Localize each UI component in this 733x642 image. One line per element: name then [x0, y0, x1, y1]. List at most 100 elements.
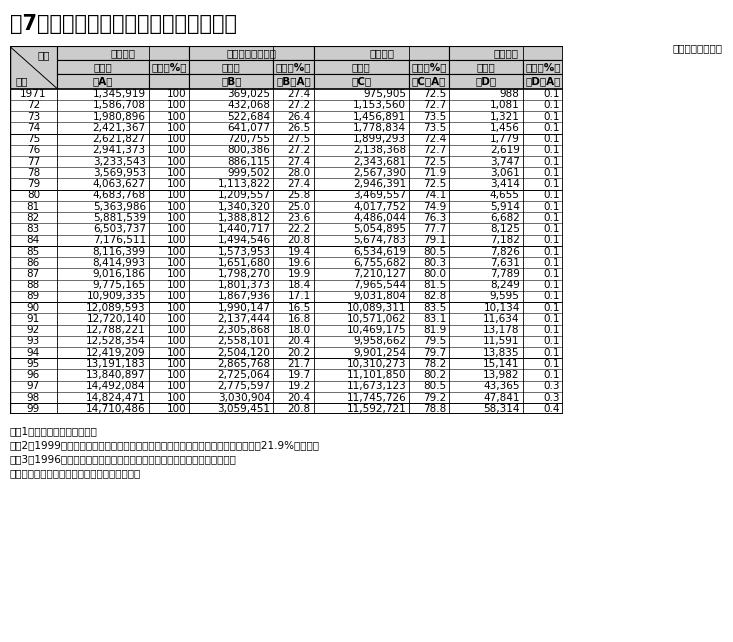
Text: 22.2: 22.2 [287, 224, 311, 234]
Text: 0.1: 0.1 [543, 247, 560, 257]
Text: 98: 98 [26, 392, 40, 403]
Text: 73.5: 73.5 [423, 112, 446, 122]
Text: 100: 100 [166, 224, 186, 234]
Bar [10, 280, 563, 291]
Bar [10, 201, 563, 212]
Text: （D／A）: （D／A） [525, 76, 561, 87]
Bar [314, 46, 449, 60]
Bar [273, 60, 314, 74]
Text: 23.6: 23.6 [287, 213, 311, 223]
Text: 1,651,680: 1,651,680 [218, 257, 270, 268]
Bar [10, 46, 563, 89]
Text: 999,502: 999,502 [227, 168, 270, 178]
Bar [449, 74, 523, 89]
Bar [10, 291, 563, 302]
Bar [314, 60, 409, 74]
Text: 28.0: 28.0 [287, 168, 311, 178]
Text: 5,674,783: 5,674,783 [353, 235, 406, 245]
Text: （A）: （A） [93, 76, 113, 87]
Bar [57, 60, 149, 74]
Text: 1,388,812: 1,388,812 [218, 213, 270, 223]
Text: 76: 76 [26, 145, 40, 155]
Text: 81.9: 81.9 [423, 325, 446, 335]
Text: 6,534,619: 6,534,619 [353, 247, 406, 257]
Text: 83.1: 83.1 [423, 314, 446, 324]
Text: 1,779: 1,779 [490, 134, 520, 144]
Text: 14,824,471: 14,824,471 [86, 392, 146, 403]
Bar [10, 246, 563, 257]
Bar [523, 74, 563, 89]
Text: 18.4: 18.4 [287, 280, 311, 290]
Text: 1,798,270: 1,798,270 [218, 269, 270, 279]
Text: 27.5: 27.5 [287, 134, 311, 144]
Text: 国・地方公共団体: 国・地方公共団体 [226, 48, 276, 58]
Text: 19.7: 19.7 [287, 370, 311, 380]
Text: 100: 100 [166, 347, 186, 358]
Bar [10, 347, 563, 358]
Text: 12,089,593: 12,089,593 [86, 302, 146, 313]
Text: 79.2: 79.2 [423, 392, 446, 403]
Text: 13,840,897: 13,840,897 [86, 370, 146, 380]
Text: 0.1: 0.1 [543, 89, 560, 100]
Text: 100: 100 [166, 314, 186, 324]
Text: 7,789: 7,789 [490, 269, 520, 279]
Bar [409, 74, 449, 89]
Bar [10, 302, 563, 313]
Bar [10, 212, 563, 223]
Text: 2,305,868: 2,305,868 [218, 325, 270, 335]
Text: 0.1: 0.1 [543, 257, 560, 268]
Text: 10,571,062: 10,571,062 [347, 314, 406, 324]
Text: 負担額: 負担額 [476, 62, 496, 73]
Text: 81: 81 [26, 202, 40, 212]
Text: 26.4: 26.4 [287, 112, 311, 122]
Text: 79.5: 79.5 [423, 336, 446, 347]
Text: 0.4: 0.4 [543, 404, 560, 414]
Text: 79.7: 79.7 [423, 347, 446, 358]
Bar [57, 74, 149, 89]
Bar [10, 100, 563, 111]
Text: 1,494,546: 1,494,546 [218, 235, 270, 245]
Text: 0.1: 0.1 [543, 359, 560, 369]
Text: 77.7: 77.7 [423, 224, 446, 234]
Text: 項目: 項目 [37, 49, 50, 60]
Text: 合　　計: 合 計 [111, 48, 136, 58]
Text: 研究費: 研究費 [94, 62, 112, 73]
Text: 0.1: 0.1 [543, 370, 560, 380]
Text: 0.1: 0.1 [543, 168, 560, 178]
Bar [10, 336, 563, 347]
Text: 2,621,827: 2,621,827 [93, 134, 146, 144]
Text: 2,567,390: 2,567,390 [353, 168, 406, 178]
Text: 886,115: 886,115 [227, 157, 270, 167]
Text: 80.3: 80.3 [423, 257, 446, 268]
Text: 27.2: 27.2 [287, 100, 311, 110]
Text: 1,440,717: 1,440,717 [218, 224, 270, 234]
Text: 1,345,919: 1,345,919 [93, 89, 146, 100]
Bar [10, 223, 563, 235]
Text: 8,249: 8,249 [490, 280, 520, 290]
Text: 78: 78 [26, 168, 40, 178]
Text: 18.0: 18.0 [287, 325, 311, 335]
Text: 0.1: 0.1 [543, 325, 560, 335]
Text: 5,881,539: 5,881,539 [93, 213, 146, 223]
Text: 4,017,752: 4,017,752 [353, 202, 406, 212]
Bar [314, 74, 409, 89]
Text: 0.1: 0.1 [543, 112, 560, 122]
Text: 47,841: 47,841 [483, 392, 520, 403]
Text: 25.0: 25.0 [287, 202, 311, 212]
Text: 100: 100 [166, 112, 186, 122]
Text: 1,113,822: 1,113,822 [218, 179, 270, 189]
Text: 15,141: 15,141 [483, 359, 520, 369]
Bar [10, 392, 563, 403]
Bar [189, 60, 273, 74]
Text: 14,710,486: 14,710,486 [86, 404, 146, 414]
Text: 9,901,254: 9,901,254 [353, 347, 406, 358]
Text: 0.1: 0.1 [543, 145, 560, 155]
Bar [189, 46, 314, 60]
Text: 1,573,953: 1,573,953 [218, 247, 270, 257]
Text: 72: 72 [26, 100, 40, 110]
Text: 80: 80 [27, 190, 40, 200]
Text: （7）　我が国の負担源別研究費の推移: （7） 我が国の負担源別研究費の推移 [10, 14, 237, 34]
Text: 80.5: 80.5 [423, 381, 446, 392]
Bar [57, 46, 189, 60]
Text: （C／A）: （C／A） [412, 76, 446, 87]
